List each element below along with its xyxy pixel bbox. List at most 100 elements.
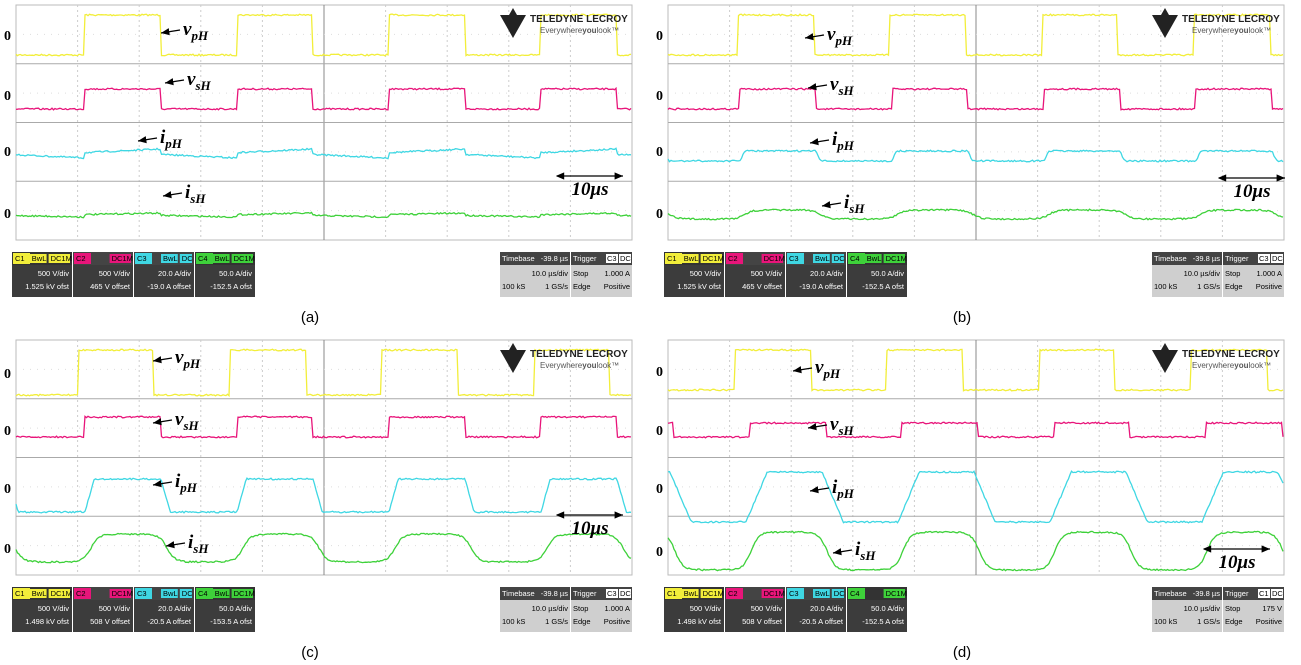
channel-flag: DC1M xyxy=(234,254,255,263)
trigger-mode: Stop xyxy=(573,269,588,278)
zero-label: 0 xyxy=(4,482,11,497)
signal-subscript: pH xyxy=(179,480,198,495)
channel-id: C3 xyxy=(789,589,799,598)
channel-offset: 465 V offset xyxy=(742,282,783,291)
timebase-delay: -39.8 µs xyxy=(1193,589,1220,598)
logo-tagline: Everywhereyoulook™ xyxy=(1192,361,1271,370)
zero-label: 0 xyxy=(4,424,11,439)
channel-id: C4 xyxy=(198,589,208,598)
trigger-type: Edge xyxy=(573,282,591,291)
zero-label: 0 xyxy=(656,482,663,497)
zero-label: 0 xyxy=(656,89,663,104)
logo-brand: TELEDYNE LECROY xyxy=(1182,349,1280,360)
logo-brand: TELEDYNE LECROY xyxy=(530,14,628,25)
zero-label: 0 xyxy=(4,542,11,557)
timebase-rate: 1 GS/s xyxy=(1197,617,1220,626)
channel-flag: DC1M xyxy=(886,589,907,598)
channel-scale: 500 V/div xyxy=(690,269,722,278)
timebase-scale: 10.0 µs/div xyxy=(532,269,569,278)
tagline-end: look™ xyxy=(596,26,619,35)
trigger-label: Trigger xyxy=(1225,254,1249,263)
channel-scale: 20.0 A/div xyxy=(810,604,843,613)
channel-id: C2 xyxy=(728,589,738,598)
zero-label: 0 xyxy=(656,545,663,560)
zero-label: 0 xyxy=(4,145,11,160)
channel-flag: BwL xyxy=(163,254,178,263)
time-scale-label: 10μs xyxy=(572,518,609,539)
channel-flag: BwL xyxy=(32,589,47,598)
timebase-scale: 10.0 µs/div xyxy=(1184,604,1221,613)
channel-scale: 500 V/div xyxy=(99,604,131,613)
channel-offset: 1.525 kV ofst xyxy=(677,282,722,291)
zero-label: 0 xyxy=(4,207,11,222)
channel-id: C1 xyxy=(15,589,25,598)
channel-offset: 1.525 kV ofst xyxy=(25,282,70,291)
channel-id: C2 xyxy=(76,589,86,598)
channel-flag: DC1M xyxy=(234,589,255,598)
zero-label: 0 xyxy=(656,424,663,439)
channel-flag: BwL xyxy=(815,254,830,263)
channel-scale: 20.0 A/div xyxy=(810,269,843,278)
channel-id: C2 xyxy=(728,254,738,263)
channel-flag: DC1M xyxy=(703,589,724,598)
channel-offset: -19.0 A offset xyxy=(147,282,192,291)
trigger-slope: Positive xyxy=(1256,617,1282,626)
channel-flag: BwL xyxy=(815,589,830,598)
timebase-label: Timebase xyxy=(502,254,535,263)
tagline-bold: you xyxy=(1234,26,1248,35)
signal-subscript: pH xyxy=(182,356,201,371)
timebase-samples: 100 kS xyxy=(1154,617,1177,626)
timebase-rate: 1 GS/s xyxy=(545,282,568,291)
channel-offset: 1.498 kV ofst xyxy=(25,617,70,626)
timebase-label: Timebase xyxy=(1154,254,1187,263)
channel-id: C4 xyxy=(850,589,860,598)
signal-subscript: pH xyxy=(190,28,209,43)
trigger-level: 175 V xyxy=(1262,604,1282,613)
channel-id: C3 xyxy=(137,254,147,263)
channel-offset: 465 V offset xyxy=(90,282,131,291)
trigger-coupling: DC xyxy=(620,254,631,263)
channel-offset: -152.5 A ofst xyxy=(210,282,253,291)
trigger-label: Trigger xyxy=(573,589,597,598)
channel-flag: BwL xyxy=(684,254,699,263)
time-scale-label: 10μs xyxy=(1234,181,1271,202)
channel-offset: 508 V offset xyxy=(742,617,783,626)
channel-scale: 50.0 A/div xyxy=(871,269,904,278)
figure: 0000vpHvsHipHisH10μsTELEDYNE LECROYEvery… xyxy=(0,0,1301,665)
timebase-samples: 100 kS xyxy=(502,617,525,626)
channel-offset: -152.5 A ofst xyxy=(862,617,905,626)
panel-caption: (d) xyxy=(953,644,971,661)
channel-flag: DC xyxy=(834,254,845,263)
signal-subscript: sH xyxy=(182,418,199,433)
trigger-slope: Positive xyxy=(1256,282,1282,291)
signal-subscript: sH xyxy=(859,548,876,563)
channel-scale: 20.0 A/div xyxy=(158,604,191,613)
timebase-scale: 10.0 µs/div xyxy=(532,604,569,613)
channel-flag: DC1M xyxy=(51,254,72,263)
trigger-level: 1.000 A xyxy=(605,604,630,613)
zero-label: 0 xyxy=(4,29,11,44)
trigger-label: Trigger xyxy=(1225,589,1249,598)
channel-scale: 500 V/div xyxy=(99,269,131,278)
channel-flag: DC1M xyxy=(764,254,785,263)
timebase-delay: -39.8 µs xyxy=(1193,254,1220,263)
trigger-source: C3 xyxy=(607,589,617,598)
timebase-rate: 1 GS/s xyxy=(545,617,568,626)
tagline-start: Everywhere xyxy=(1192,26,1235,35)
trigger-source: C1 xyxy=(1259,589,1269,598)
timebase-delay: -39.8 µs xyxy=(541,254,568,263)
channel-id: C3 xyxy=(137,589,147,598)
tagline-bold: you xyxy=(582,361,596,370)
channel-scale: 500 V/div xyxy=(38,604,70,613)
trigger-type: Edge xyxy=(1225,617,1243,626)
signal-subscript: pH xyxy=(834,33,853,48)
channel-offset: -20.5 A offset xyxy=(799,617,844,626)
channel-flag: BwL xyxy=(32,254,47,263)
zero-label: 0 xyxy=(656,29,663,44)
channel-flag: BwL xyxy=(215,589,230,598)
trigger-mode: Stop xyxy=(1225,604,1240,613)
signal-subscript: pH xyxy=(822,366,841,381)
